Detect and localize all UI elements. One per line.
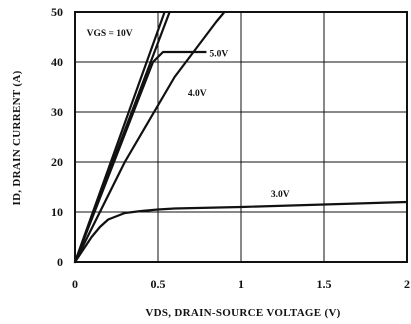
y-tick-label: 20 <box>51 155 63 169</box>
x-tick-label: 2 <box>404 277 410 291</box>
annotation-label: 3.0V <box>271 190 290 200</box>
annotation-label: 5.0V <box>209 50 228 60</box>
annotation-background <box>184 87 214 99</box>
annotation-label: 4.0V <box>188 89 207 99</box>
y-tick-label: 50 <box>51 5 63 19</box>
annotation-background <box>206 47 235 60</box>
y-tick-label: 10 <box>51 205 63 219</box>
x-tick-label: 0.5 <box>151 277 166 291</box>
x-axis-title: VDS, DRAIN-SOURCE VOLTAGE (V) <box>145 307 340 319</box>
series-line-2 <box>73 10 166 264</box>
y-axis-title: ID, DRAIN CURRENT (A) <box>11 70 23 205</box>
series-line-4 <box>73 10 226 264</box>
x-tick-label: 1 <box>238 277 244 291</box>
annotation-background <box>83 27 141 39</box>
annotation-background <box>267 188 297 200</box>
x-tick-label: 0 <box>72 277 78 291</box>
x-tick-label: 1.5 <box>317 277 332 291</box>
series-lines <box>73 10 409 264</box>
y-tick-label: 0 <box>57 255 63 269</box>
series-line-3 <box>73 50 209 264</box>
series-line-5 <box>73 200 409 264</box>
y-tick-label: 30 <box>51 105 63 119</box>
annotation-label: VGS = 10V <box>87 29 133 39</box>
annotations: VGS = 10V 5.0V 4.0V 3.0V <box>83 27 297 200</box>
y-tick-label: 40 <box>51 55 63 69</box>
plot-frame <box>74 11 408 263</box>
